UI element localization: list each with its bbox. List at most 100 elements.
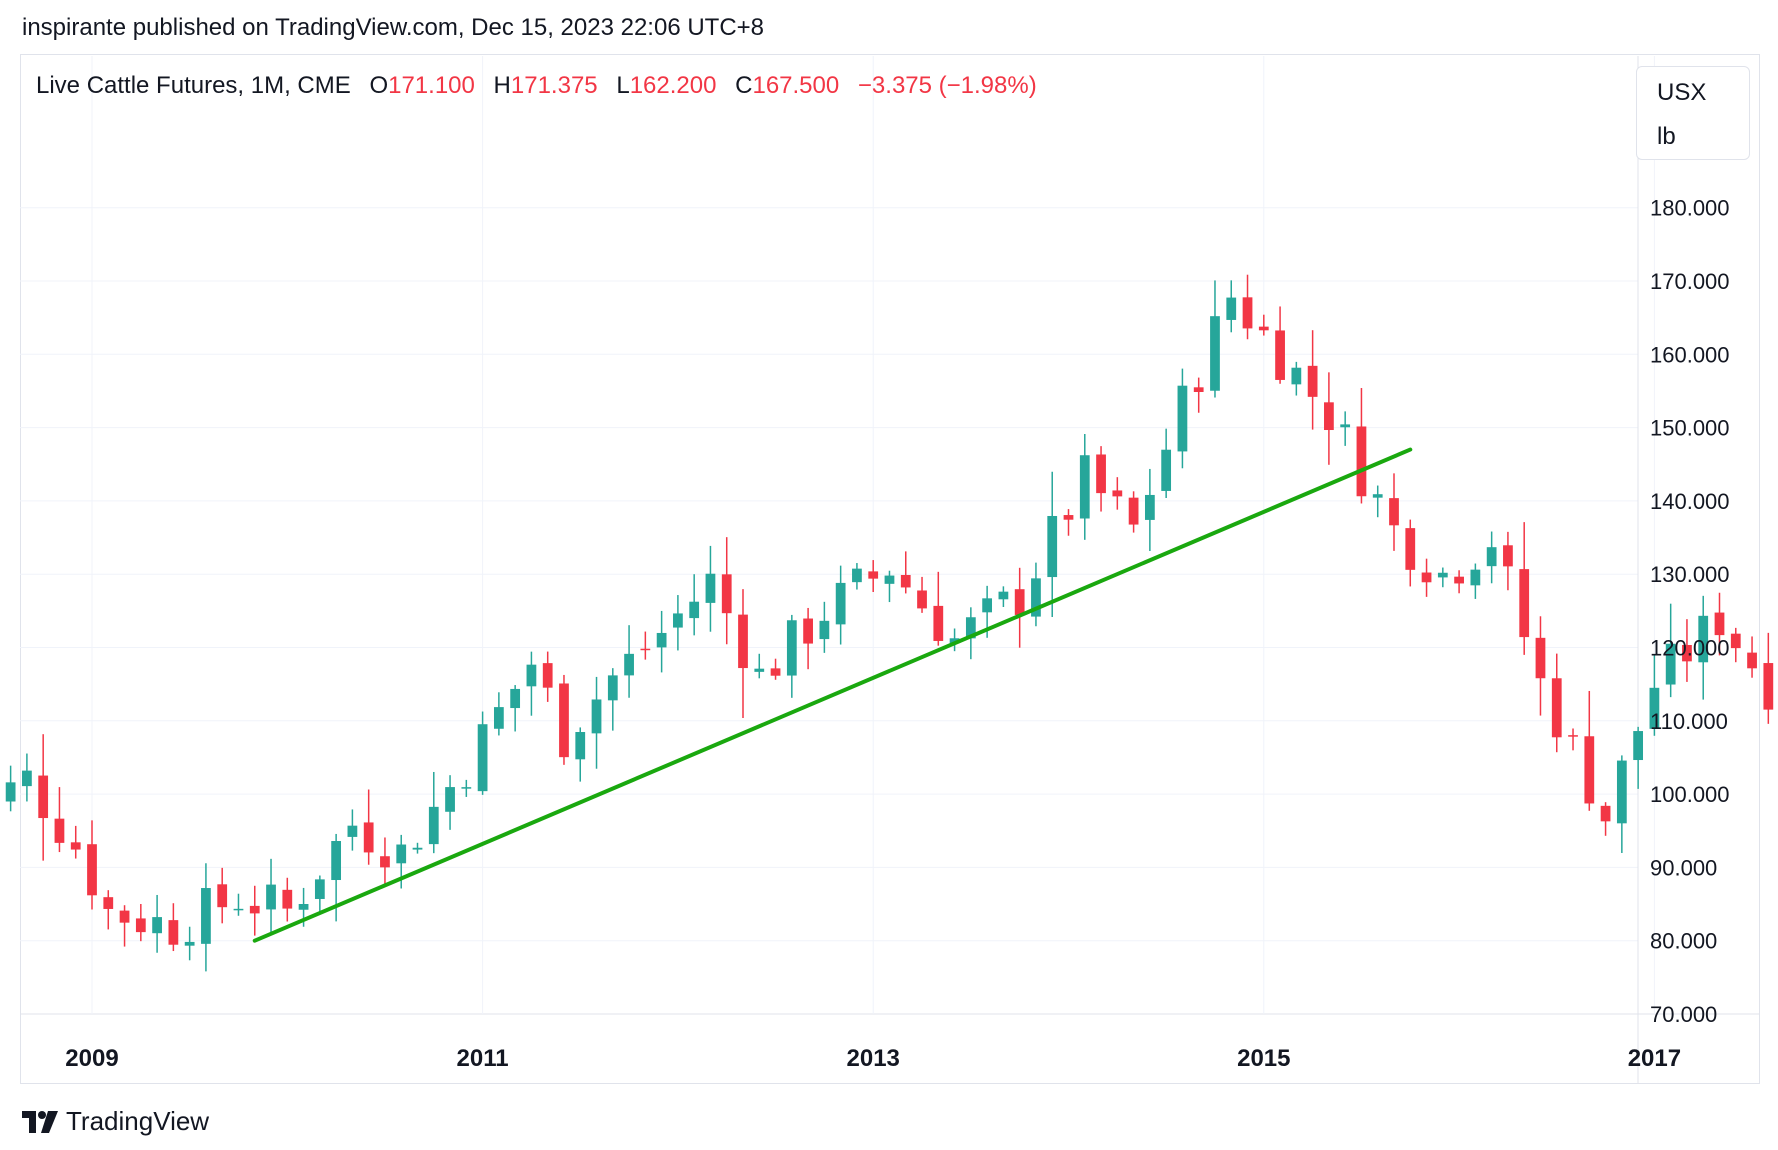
open-label: O — [369, 72, 389, 99]
x-tick-label: 2017 — [1628, 1045, 1681, 1072]
candle-body — [103, 897, 114, 909]
candle-body — [5, 782, 16, 802]
candle-body — [201, 888, 211, 944]
candle-body — [575, 732, 586, 760]
candle-body — [1568, 735, 1578, 737]
candle-body — [87, 844, 97, 896]
candle-body — [803, 618, 813, 644]
candle-body — [1747, 652, 1757, 669]
candle-body — [835, 582, 846, 625]
y-tick-label: 160.000 — [1650, 342, 1730, 367]
tradingview-brand[interactable]: TradingView — [22, 1106, 209, 1137]
candle-body — [1177, 385, 1188, 452]
publisher-line: inspirante published on TradingView.com,… — [22, 14, 765, 41]
candle-body — [1519, 569, 1530, 638]
y-tick-label: 170.000 — [1650, 269, 1730, 294]
candle-body — [1551, 678, 1562, 738]
candle-body — [607, 675, 618, 701]
open-value: 171.100 — [388, 72, 475, 99]
candle-body — [884, 575, 895, 584]
candle-body — [1437, 572, 1448, 578]
candle-body — [1389, 498, 1399, 526]
x-tick-label: 2009 — [65, 1045, 118, 1072]
candle-body — [1031, 578, 1041, 617]
change-value: −3.375 (−1.98%) — [857, 72, 1037, 99]
candle-body — [721, 574, 732, 614]
candle-body — [1063, 515, 1074, 520]
candle-body — [1633, 731, 1644, 761]
candle-body — [331, 841, 342, 881]
candle-body — [1258, 326, 1269, 331]
grid — [20, 56, 1760, 1084]
candle-body — [217, 884, 228, 908]
candle-body — [1128, 497, 1139, 525]
high-label: H — [493, 72, 511, 99]
candle-body — [965, 617, 976, 639]
candle-body — [1763, 663, 1774, 710]
candle-body — [1242, 297, 1253, 329]
candle-body — [624, 653, 634, 676]
candle-body — [380, 856, 390, 868]
brand-name: TradingView — [66, 1106, 210, 1136]
price-unit-selector[interactable]: USX lb — [1636, 66, 1750, 160]
candle-body — [1324, 402, 1334, 431]
candle-body — [152, 917, 162, 934]
candle-body — [1682, 644, 1692, 662]
candle-body — [1372, 494, 1383, 498]
tradingview-logo-icon — [22, 1110, 58, 1133]
candle-body — [184, 941, 195, 946]
candle-body — [738, 614, 748, 669]
candle-body — [22, 770, 32, 787]
candle-body — [38, 775, 49, 819]
candle-body — [412, 847, 423, 850]
candle-body — [1698, 615, 1709, 663]
chart-frame — [20, 54, 1760, 1084]
candle-body — [266, 884, 276, 910]
y-tick-label: 80.000 — [1650, 929, 1717, 954]
symbol-name: Live Cattle Futures, 1M, CME — [36, 72, 351, 99]
candle-body — [1535, 637, 1546, 679]
candle-body — [1161, 449, 1172, 491]
y-tick-label: 70.000 — [1650, 1002, 1717, 1027]
y-tick-label: 110.000 — [1650, 709, 1728, 734]
candle-body — [249, 905, 260, 914]
candle-body — [542, 663, 553, 688]
candle-body — [770, 668, 781, 676]
candle-body — [1144, 494, 1155, 520]
candle-body — [54, 818, 65, 843]
candle-body — [1600, 805, 1611, 822]
y-axis: 70.000 80.000 90.000 100.000 110.000 120.000 1… — [1650, 196, 1730, 1027]
candle-body — [168, 920, 179, 945]
candle-body — [982, 598, 993, 613]
x-tick-label: 2013 — [847, 1045, 900, 1072]
candle-body — [559, 683, 569, 758]
y-tick-label: 150.000 — [1650, 416, 1730, 441]
low-value: 162.200 — [629, 72, 717, 99]
candle-body — [673, 613, 683, 628]
trendlines — [252, 447, 1413, 943]
candle-body — [119, 910, 130, 923]
y-tick-label: 120.000 — [1650, 636, 1730, 661]
y-tick-label: 100.000 — [1650, 782, 1730, 807]
candle-body — [1584, 736, 1595, 804]
candle-body — [1226, 297, 1237, 320]
candle-body — [1616, 760, 1627, 824]
x-tick-label: 2011 — [457, 1045, 509, 1072]
high-value: 171.375 — [510, 72, 598, 99]
y-tick-label: 130.000 — [1650, 562, 1730, 587]
candle-body — [1454, 576, 1464, 584]
candle-body — [363, 822, 374, 853]
candle-body — [591, 699, 602, 734]
close-label: C — [735, 72, 753, 99]
candle-body — [1307, 365, 1318, 397]
low-label: L — [616, 72, 630, 99]
candle-body — [1275, 330, 1285, 380]
close-value: 167.500 — [752, 72, 840, 99]
candle-body — [1193, 387, 1204, 392]
candle-body — [233, 908, 244, 911]
candle-body — [526, 664, 537, 687]
candle-body — [949, 638, 960, 644]
x-axis: 20092011201320152017201920212023 — [65, 1045, 1681, 1072]
candle-body — [1340, 424, 1351, 428]
